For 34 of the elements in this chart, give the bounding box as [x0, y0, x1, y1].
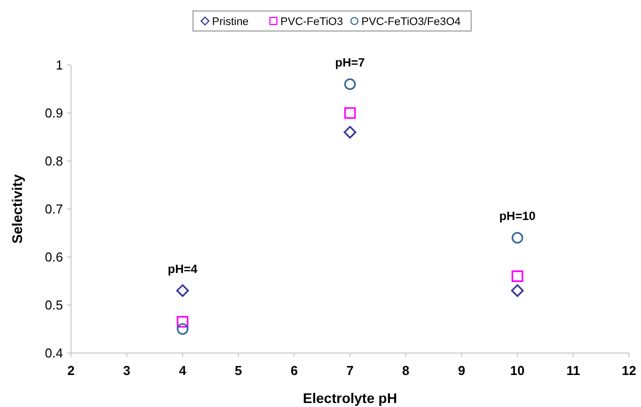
y-tick-label: 0.8 [44, 154, 63, 169]
x-tick-label: 9 [458, 363, 466, 378]
annotation: pH=4 [168, 262, 198, 276]
y-tick-label: 1 [56, 58, 63, 73]
y-tick-label: 0.6 [44, 250, 63, 265]
y-tick-label: 0.4 [44, 346, 63, 361]
legend-label: Pristine [212, 16, 249, 28]
point [176, 284, 189, 297]
point [511, 284, 524, 297]
point [344, 107, 356, 119]
x-tick-label: 2 [67, 363, 75, 378]
point [512, 232, 524, 244]
x-tick-label: 5 [234, 363, 242, 378]
y-tick-label: 0.5 [44, 298, 63, 313]
x-tick-label: 11 [566, 363, 580, 378]
x-axis-title: Electrolyte pH [302, 390, 398, 406]
x-tick-label: 4 [178, 363, 187, 378]
x-tick-label: 10 [510, 363, 525, 378]
x-tick-label: 8 [402, 363, 410, 378]
point [512, 270, 524, 282]
x-tick-label: 3 [123, 363, 130, 378]
y-axis-title: Selectivity [9, 174, 25, 244]
point [344, 126, 356, 138]
annotation: pH=7 [335, 55, 366, 70]
y-tick-label: 0.9 [44, 106, 63, 121]
point [344, 78, 356, 90]
legend-label: PVC-FeTiO3 [280, 16, 343, 28]
x-tick-label: 7 [346, 363, 354, 378]
point [176, 323, 188, 335]
y-tick-label: 0.7 [44, 202, 63, 217]
x-tick-label: 12 [622, 363, 636, 378]
legend-label: PVC-FeTiO3/Fe3O4 [361, 16, 461, 28]
x-tick-label: 6 [290, 363, 298, 378]
annotation: pH=10 [499, 209, 536, 223]
